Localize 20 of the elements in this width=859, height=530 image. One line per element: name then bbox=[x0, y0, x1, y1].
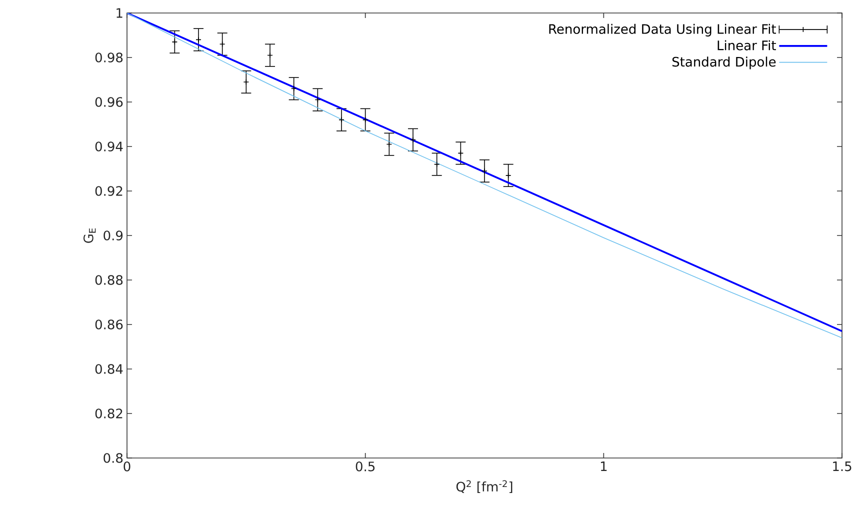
legend-label: Renormalized Data Using Linear Fit bbox=[549, 24, 776, 36]
x-tick-label: 0 bbox=[124, 462, 130, 472]
y-tick-label: 0.92 bbox=[95, 186, 122, 196]
y-tick-label: 0.9 bbox=[104, 230, 123, 240]
x-tick-label: 0.5 bbox=[356, 462, 375, 472]
y-tick-label: 0.84 bbox=[95, 364, 123, 374]
x-axis-title: Q$^{2}$ [fm$^{-2}$] bbox=[456, 480, 512, 494]
y-tick-label: 0.86 bbox=[95, 320, 123, 330]
legend-label: Linear Fit bbox=[718, 40, 776, 50]
legend-label: Standard Dipole bbox=[672, 56, 776, 70]
x-tick-label: 1 bbox=[600, 462, 607, 472]
y-tick-label: 1 bbox=[116, 8, 122, 18]
y-axis-title: G$_{E}$ bbox=[84, 228, 96, 243]
x-tick-label: 1.5 bbox=[833, 462, 852, 472]
y-tick-label: 0.8 bbox=[104, 453, 123, 463]
y-tick-label: 0.82 bbox=[95, 408, 122, 418]
y-tick-label: 0.88 bbox=[95, 275, 123, 285]
y-tick-label: 0.94 bbox=[95, 142, 123, 152]
y-tick-label: 0.96 bbox=[95, 97, 123, 107]
y-tick-label: 0.98 bbox=[95, 52, 123, 62]
